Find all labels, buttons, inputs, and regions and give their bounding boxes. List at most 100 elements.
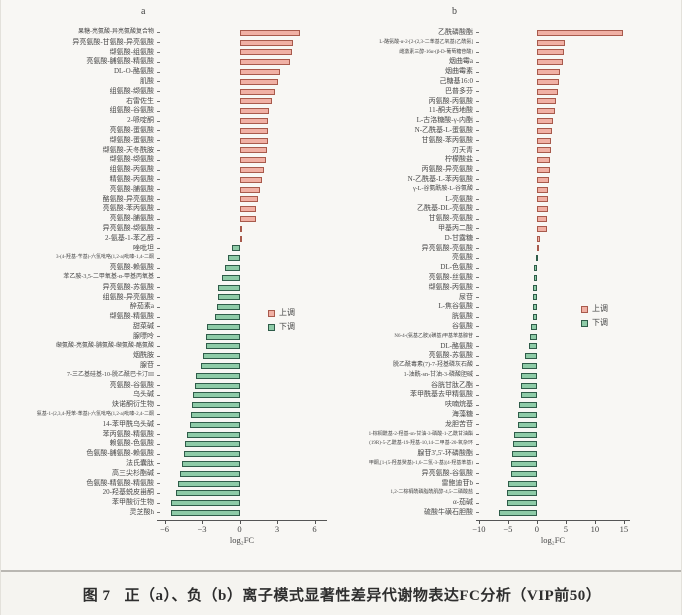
chart-row: L-亮氨酸 <box>342 195 630 205</box>
row-plot-area <box>157 263 327 273</box>
y-axis-tick <box>157 306 160 308</box>
chart-row: 烟酰胺 <box>9 351 327 361</box>
row-plot-area <box>476 498 630 508</box>
category-label: 雷鲍迪苷b <box>441 478 474 487</box>
bar-down-regulated <box>214 314 240 320</box>
bar-down-regulated <box>532 304 537 311</box>
row-plot-area <box>157 77 327 87</box>
row-plot-area <box>157 498 327 508</box>
x-tick-label: 0 <box>237 524 242 534</box>
x-tick-label: 10 <box>590 524 600 534</box>
row-plot-area <box>476 67 630 77</box>
row-plot-area <box>157 28 327 38</box>
bar-up-regulated <box>239 69 280 76</box>
bar-down-regulated <box>507 490 537 497</box>
y-axis-tick <box>476 306 479 308</box>
bar-up-regulated <box>239 127 269 134</box>
chart-row: 丙氨酸-丙氨酸 <box>342 97 630 107</box>
chart-row: D-甘露糖 <box>342 234 630 244</box>
bar-up-regulated <box>239 137 268 144</box>
y-axis-tick <box>157 169 160 171</box>
category-label: 谷胱甘肽乙酯 <box>431 380 473 389</box>
panel-label: b <box>452 6 457 17</box>
category-label: 亮氨酸-脯氨酸-精氨酸 <box>86 57 154 66</box>
bar-down-regulated <box>529 333 537 340</box>
bar-down-regulated <box>217 294 240 301</box>
row-plot-area <box>157 165 327 175</box>
category-label: 缬氨酸-亮氨酸-脯氨酸-缬氨酸-酪氨酸 <box>56 342 154 349</box>
y-axis-tick <box>157 218 160 220</box>
y-axis-tick <box>476 316 479 318</box>
bar-down-regulated <box>185 441 240 448</box>
category-label: 甲基丙二酸 <box>438 223 473 232</box>
row-plot-area <box>476 342 630 352</box>
category-label: 20-羟基蜕皮甾酮 <box>102 488 154 497</box>
chart-row: 呋喃烷基 <box>342 400 630 410</box>
row-plot-area <box>157 312 327 322</box>
category-label: 7-三乙基硅基-10-脱乙酰巴卡汀III <box>67 371 154 378</box>
x-axis-tick <box>536 521 538 524</box>
row-plot-area <box>476 77 630 87</box>
y-axis-tick <box>476 140 479 142</box>
bar-down-regulated <box>190 411 240 418</box>
bar-down-regulated <box>200 362 240 369</box>
bar-down-regulated <box>533 274 537 281</box>
y-axis-tick <box>476 345 479 347</box>
bar-down-regulated <box>187 431 240 438</box>
bar-up-regulated <box>536 108 555 115</box>
chart-row: 甲基丙二酸 <box>342 224 630 234</box>
category-label: 柠檬酸盐 <box>445 155 473 164</box>
y-axis-tick <box>157 159 160 161</box>
chart-row: 腺苷 <box>9 361 327 371</box>
y-axis-tick <box>157 434 160 436</box>
bar-down-regulated <box>217 304 240 311</box>
bar-up-regulated <box>536 49 564 56</box>
chart-row: 甘氨酸-苯丙氨酸 <box>342 136 630 146</box>
category-label: 亮氨酸-丝氨酸 <box>428 272 473 281</box>
bar-up-regulated <box>536 59 563 66</box>
bar-up-regulated <box>239 235 242 242</box>
bar-down-regulated <box>194 382 240 389</box>
category-label: 腺苷3',5'-环磷酸酯 <box>417 449 473 458</box>
legend: 上调 下调 <box>268 306 295 334</box>
bar-down-regulated <box>532 314 537 320</box>
chart-row: 精氨酸-丙氨酸 <box>9 175 327 185</box>
category-label: DL-酪氨酸 <box>440 341 473 350</box>
y-axis-tick <box>157 345 160 347</box>
chart-row: 酪氨酸-异亮氨酸 <box>9 195 327 205</box>
bar-down-regulated <box>207 323 240 330</box>
category-label: 甘氨酸-苯丙氨酸 <box>421 135 473 144</box>
category-label: 缬氨酸-丙氨酸 <box>428 282 473 291</box>
chart-row: 亮氨酸-脯氨酸-精氨酸 <box>9 57 327 67</box>
chart-row: 雌激素三醇-16α-(β-D-葡萄糖苷酸) <box>342 48 630 58</box>
legend-item: 上调 <box>268 306 295 320</box>
row-plot-area <box>476 204 630 214</box>
row-plot-area <box>476 28 630 38</box>
category-label: 亮氨酸 <box>452 253 473 262</box>
y-axis-tick <box>157 365 160 367</box>
y-axis-tick <box>476 512 479 514</box>
bar-down-regulated <box>521 372 537 379</box>
category-label: L-亮氨酸 <box>445 194 473 203</box>
x-tick-label: −10 <box>472 524 486 534</box>
y-axis-tick <box>476 463 479 465</box>
chart-row: 异亮氨酸-缬氨酸 <box>9 224 327 234</box>
category-label: 法氏囊肽 <box>126 459 154 468</box>
y-axis-tick <box>476 247 479 249</box>
category-label: 甲酮,[1-(5-羟基癸基)-1,6-二氢-3-基](4-羟基苯基) <box>368 461 473 467</box>
category-label: 亮氨酸-脯氨酸 <box>109 184 154 193</box>
bar-down-regulated <box>521 382 537 389</box>
category-label: 果糖-亮氨酸-异亮氨酸复合物 <box>78 29 154 35</box>
chart-row: 亮氨酸-丝氨酸 <box>342 273 630 283</box>
category-label: 精氨酸-丙氨酸 <box>109 174 154 183</box>
bar-up-regulated <box>239 59 290 66</box>
bar-down-regulated <box>178 480 240 487</box>
row-plot-area <box>157 283 327 293</box>
y-axis-tick <box>157 394 160 396</box>
category-label: 龙胆苦苷 <box>445 419 473 428</box>
row-plot-area <box>157 106 327 116</box>
figure-area: a 果糖-亮氨酸-异亮氨酸复合物 异亮氨酸-甘氨酸-异亮氨酸 缬氨酸-组氨酸 亮氨酸-脯… <box>1 0 681 568</box>
y-axis-tick <box>476 51 479 53</box>
row-plot-area <box>157 293 327 303</box>
row-plot-area <box>476 410 630 420</box>
